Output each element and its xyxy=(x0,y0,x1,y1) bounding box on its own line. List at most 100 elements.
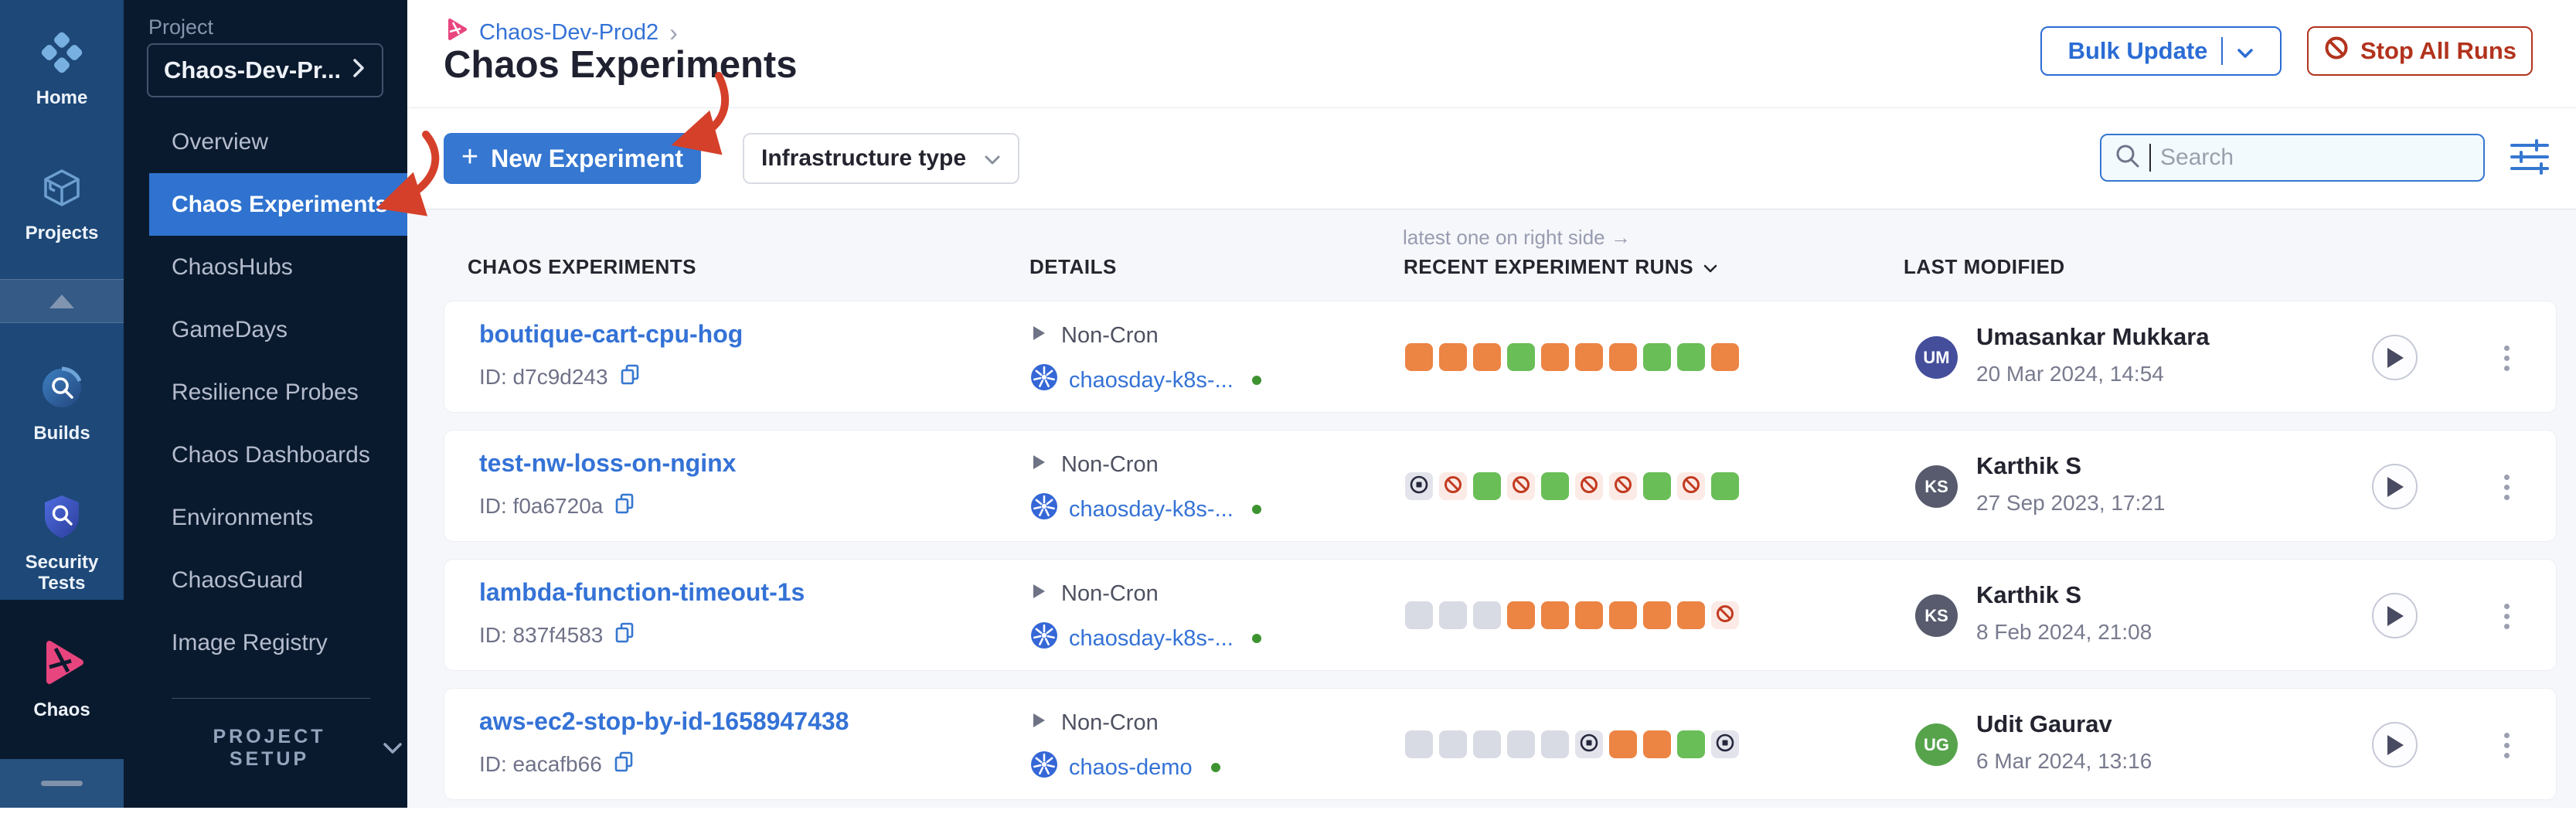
kebab-menu-button[interactable] xyxy=(2491,597,2522,635)
sidebar-item-image-registry[interactable]: Image Registry xyxy=(172,629,328,655)
filter-icon[interactable] xyxy=(2508,138,2551,178)
run-status-cell[interactable] xyxy=(1643,343,1671,371)
run-status-cell[interactable] xyxy=(1711,472,1739,500)
experiment-row[interactable]: boutique-cart-cpu-hog ID: d7c9d243 Non-Cro… xyxy=(444,301,2557,413)
run-experiment-button[interactable] xyxy=(2372,593,2418,638)
run-status-cell[interactable] xyxy=(1609,343,1637,371)
infrastructure-link[interactable]: chaosday-k8s-... xyxy=(1069,496,1234,522)
rail-item-security-tests[interactable]: Security Tests xyxy=(0,487,124,600)
play-triangle-icon xyxy=(1030,323,1047,349)
run-experiment-button[interactable] xyxy=(2372,464,2418,509)
run-status-cell[interactable] xyxy=(1405,472,1433,500)
sidebar-item-chaos-experiments[interactable]: Chaos Experiments xyxy=(149,173,407,236)
last-modified-date: 8 Feb 2024, 21:08 xyxy=(1976,620,2152,644)
run-experiment-button[interactable] xyxy=(2372,335,2418,380)
bulk-update-button[interactable]: Bulk Update xyxy=(2040,26,2282,76)
run-status-cell[interactable] xyxy=(1541,472,1569,500)
run-status-cell[interactable] xyxy=(1473,730,1501,758)
rail-scroll-up[interactable] xyxy=(0,279,124,323)
infrastructure-link[interactable]: chaos-demo xyxy=(1069,754,1193,780)
run-status-cell[interactable] xyxy=(1711,343,1739,371)
run-status-cell[interactable] xyxy=(1677,730,1705,758)
run-status-cell[interactable] xyxy=(1439,472,1467,500)
run-status-cell[interactable] xyxy=(1677,601,1705,629)
infrastructure-link[interactable]: chaosday-k8s-... xyxy=(1069,625,1234,651)
experiment-row[interactable]: aws-ec2-stop-by-id-1658947438 ID: eacafb6… xyxy=(444,688,2557,800)
search-input[interactable] xyxy=(2159,144,2452,172)
play-triangle-icon xyxy=(1030,710,1047,736)
rail-item-chaos[interactable]: Chaos xyxy=(0,600,124,759)
run-status-cell[interactable] xyxy=(1609,730,1637,758)
experiment-name-link[interactable]: lambda-function-timeout-1s xyxy=(479,578,805,606)
copy-icon[interactable] xyxy=(619,363,641,390)
run-experiment-button[interactable] xyxy=(2372,722,2418,768)
kebab-menu-button[interactable] xyxy=(2491,339,2522,377)
experiment-row[interactable]: lambda-function-timeout-1s ID: 837f4583 No… xyxy=(444,559,2557,671)
run-status-cell[interactable] xyxy=(1507,472,1535,500)
schedule-type: Non-Cron xyxy=(1030,323,1159,349)
run-status-cell[interactable] xyxy=(1439,343,1467,371)
experiment-name-link[interactable]: test-nw-loss-on-nginx xyxy=(479,449,737,477)
breadcrumb-project-link[interactable]: Chaos-Dev-Prod2 xyxy=(479,19,659,45)
run-status-cell[interactable] xyxy=(1405,730,1433,758)
run-status-cell[interactable] xyxy=(1541,343,1569,371)
run-status-cell[interactable] xyxy=(1609,601,1637,629)
run-status-cell[interactable] xyxy=(1473,601,1501,629)
experiment-name-link[interactable]: aws-ec2-stop-by-id-1658947438 xyxy=(479,707,849,735)
project-selector[interactable]: Chaos-Dev-Pr... xyxy=(147,43,383,97)
sidebar-item-environments[interactable]: Environments xyxy=(172,504,314,530)
run-status-cell[interactable] xyxy=(1439,601,1467,629)
sidebar-item-resilience-probes[interactable]: Resilience Probes xyxy=(172,379,359,405)
copy-icon[interactable] xyxy=(613,751,635,778)
kebab-menu-button[interactable] xyxy=(2491,726,2522,764)
run-status-cell[interactable] xyxy=(1439,730,1467,758)
failed-run-icon xyxy=(1613,475,1633,499)
column-header-recent-runs[interactable]: RECENT EXPERIMENT RUNS xyxy=(1404,255,1718,279)
stop-all-runs-button[interactable]: Stop All Runs xyxy=(2307,26,2533,76)
rail-item-home[interactable]: Home xyxy=(0,5,124,134)
chevron-down-icon[interactable] xyxy=(2237,37,2254,65)
rail-item-builds[interactable]: Builds xyxy=(0,323,124,487)
run-status-cell[interactable] xyxy=(1643,601,1671,629)
experiment-row[interactable]: test-nw-loss-on-nginx ID: f0a6720a Non-Cro… xyxy=(444,430,2557,542)
run-status-cell[interactable] xyxy=(1575,343,1603,371)
copy-icon[interactable] xyxy=(614,621,635,648)
infrastructure-link[interactable]: chaosday-k8s-... xyxy=(1069,367,1234,393)
run-status-cell[interactable] xyxy=(1711,730,1739,758)
sidebar-item-overview[interactable]: Overview xyxy=(172,128,269,155)
run-status-cell[interactable] xyxy=(1575,730,1603,758)
run-status-cell[interactable] xyxy=(1507,601,1535,629)
project-setup-toggle[interactable]: PROJECT SETUP xyxy=(172,725,407,771)
sidebar-item-gamedays[interactable]: GameDays xyxy=(172,316,288,342)
sidebar-item-chaoshubs[interactable]: ChaosHubs xyxy=(172,254,293,280)
run-status-cell[interactable] xyxy=(1711,601,1739,629)
rail-bottom-handle[interactable] xyxy=(0,759,124,808)
infrastructure-type-select[interactable]: Infrastructure type xyxy=(743,133,1019,184)
run-status-cell[interactable] xyxy=(1677,343,1705,371)
run-status-cell[interactable] xyxy=(1643,730,1671,758)
run-status-cell[interactable] xyxy=(1643,472,1671,500)
run-status-cell[interactable] xyxy=(1575,601,1603,629)
chevron-down-icon xyxy=(984,145,1001,172)
kebab-menu-button[interactable] xyxy=(2491,468,2522,506)
run-status-cell[interactable] xyxy=(1541,730,1569,758)
run-status-cell[interactable] xyxy=(1507,343,1535,371)
new-experiment-button[interactable]: + New Experiment xyxy=(444,133,701,184)
experiment-name-link[interactable]: boutique-cart-cpu-hog xyxy=(479,320,744,348)
sidebar-item-chaos-dashboards[interactable]: Chaos Dashboards xyxy=(172,441,370,468)
infrastructure: chaosday-k8s-... xyxy=(1030,621,1261,655)
run-status-cell[interactable] xyxy=(1473,472,1501,500)
column-header-recent-runs-label: RECENT EXPERIMENT RUNS xyxy=(1404,255,1694,278)
run-status-cell[interactable] xyxy=(1405,601,1433,629)
stopped-run-icon xyxy=(1579,733,1599,757)
sidebar-item-chaosguard[interactable]: ChaosGuard xyxy=(172,567,304,593)
run-status-cell[interactable] xyxy=(1575,472,1603,500)
run-status-cell[interactable] xyxy=(1677,472,1705,500)
run-status-cell[interactable] xyxy=(1541,601,1569,629)
run-status-cell[interactable] xyxy=(1507,730,1535,758)
run-status-cell[interactable] xyxy=(1405,343,1433,371)
run-status-cell[interactable] xyxy=(1609,472,1637,500)
copy-icon[interactable] xyxy=(614,492,635,519)
run-status-cell[interactable] xyxy=(1473,343,1501,371)
rail-item-projects[interactable]: Projects xyxy=(0,143,124,267)
